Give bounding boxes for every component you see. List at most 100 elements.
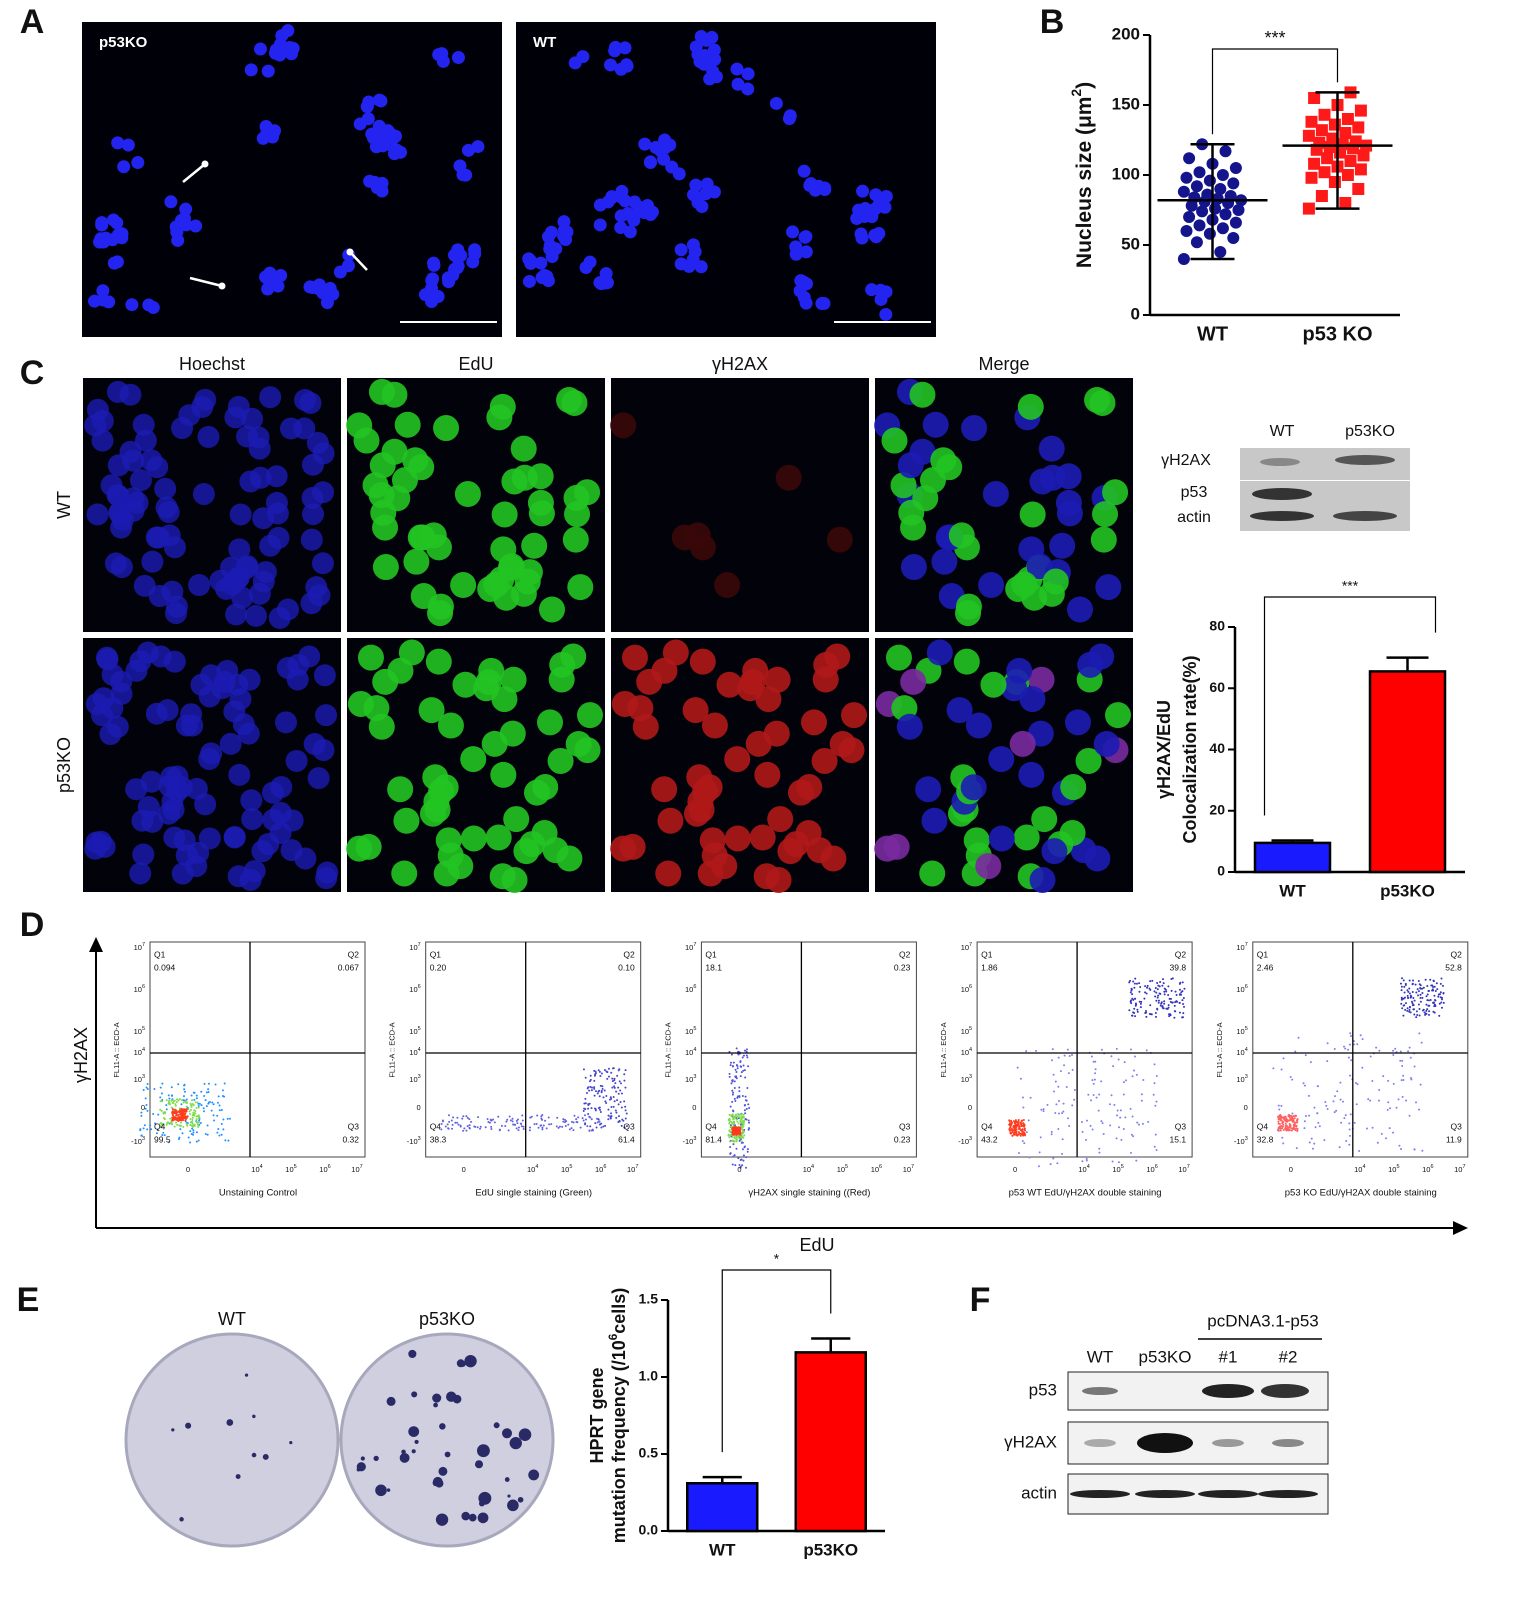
event-dot — [1317, 1121, 1320, 1124]
nucleus — [164, 195, 178, 209]
nucleus — [614, 62, 628, 76]
nucleus — [948, 522, 975, 549]
event-dot — [484, 1126, 487, 1129]
event-dot — [1427, 1013, 1430, 1016]
event-dot — [1057, 1127, 1060, 1130]
quadrant-value: 38.3 — [430, 1134, 447, 1144]
event-dot — [735, 1077, 738, 1080]
event-dot — [1061, 1138, 1064, 1141]
event-dot — [1178, 1001, 1181, 1004]
nucleus — [621, 644, 648, 671]
event-dot — [594, 1122, 597, 1125]
quadrant-name: Q1 — [705, 949, 717, 959]
nucleus — [1011, 571, 1038, 598]
nucleus — [85, 831, 108, 854]
event-dot — [189, 1118, 192, 1121]
event-dot — [172, 1116, 175, 1119]
event-dot — [588, 1080, 591, 1083]
event-dot — [727, 1119, 730, 1122]
event-dot — [188, 1110, 191, 1113]
event-dot — [748, 1127, 751, 1130]
nucleus — [510, 435, 537, 462]
flow-tick-label: 105 — [285, 1164, 296, 1174]
quadrant-name: Q3 — [623, 1121, 635, 1131]
event-dot — [731, 1065, 734, 1068]
event-dot — [735, 1075, 738, 1078]
event-dot — [440, 1122, 443, 1125]
quadrant-name: Q1 — [981, 949, 993, 959]
event-dot — [207, 1088, 210, 1091]
event-dot — [1146, 986, 1149, 989]
nucleus — [1006, 657, 1033, 684]
event-dot — [174, 1117, 177, 1120]
tick-base: 10 — [961, 1048, 969, 1057]
nucleus — [1049, 532, 1076, 559]
quadrant-value: 15.1 — [1170, 1134, 1187, 1144]
nucleus — [1009, 730, 1036, 757]
colony — [433, 1402, 438, 1408]
event-dot — [153, 1087, 156, 1090]
nucleus — [381, 124, 395, 138]
event-dot — [738, 1115, 741, 1118]
event-dot — [1442, 992, 1445, 995]
bar — [794, 1351, 867, 1533]
nucleus — [707, 43, 721, 57]
event-dot — [1405, 1099, 1408, 1102]
event-dot — [732, 1127, 735, 1130]
event-dot — [1067, 1072, 1070, 1075]
event-dot — [737, 1157, 740, 1160]
tick-exp: 7 — [142, 942, 145, 948]
panel-label: C — [20, 354, 45, 392]
quadrant-value: 0.067 — [338, 962, 360, 972]
nucleus — [1095, 574, 1122, 601]
nucleus — [682, 697, 709, 724]
event-dot — [468, 1124, 471, 1127]
event-dot — [1417, 979, 1420, 982]
event-dot — [1022, 1125, 1025, 1128]
event-dot — [1091, 1128, 1094, 1131]
nucleus — [1031, 806, 1058, 833]
event-dot — [737, 1129, 740, 1132]
event-dot — [1397, 1098, 1400, 1101]
data-point — [1227, 232, 1240, 244]
event-dot — [202, 1107, 205, 1110]
event-dot — [583, 1107, 586, 1110]
event-dot — [740, 1113, 743, 1116]
event-dot — [613, 1079, 616, 1082]
event-dot — [224, 1139, 227, 1142]
nucleus — [568, 56, 582, 70]
event-dot — [1150, 1013, 1153, 1016]
event-dot — [1349, 1074, 1352, 1077]
event-dot — [583, 1114, 586, 1117]
nucleus — [749, 824, 776, 851]
nucleus — [244, 63, 258, 77]
event-dot — [450, 1119, 453, 1122]
event-dot — [195, 1131, 198, 1134]
event-dot — [221, 1089, 224, 1092]
tick-exp: 7 — [1462, 1164, 1465, 1170]
flow-tick-label: 0 — [462, 1165, 466, 1174]
event-dot — [1394, 1047, 1397, 1050]
tick-base: 10 — [134, 943, 142, 952]
event-dot — [149, 1124, 152, 1127]
event-dot — [742, 1054, 745, 1057]
event-dot — [1136, 982, 1139, 985]
event-dot — [744, 1095, 747, 1098]
event-dot — [1399, 1148, 1402, 1151]
event-dot — [1159, 1004, 1162, 1007]
nucleus — [798, 230, 812, 244]
event-dot — [743, 1109, 746, 1112]
event-dot — [198, 1119, 201, 1122]
event-dot — [1369, 1055, 1372, 1058]
event-dot — [596, 1121, 599, 1124]
event-dot — [1333, 1111, 1336, 1114]
nucleus — [557, 223, 571, 237]
y-tick-label: 200 — [1112, 24, 1140, 43]
tick-base: 10 — [595, 1165, 603, 1174]
event-dot — [1348, 1128, 1351, 1131]
event-dot — [1011, 1134, 1014, 1137]
nucleus — [965, 712, 992, 739]
x-tick-label: p53 KO — [1302, 323, 1372, 345]
event-dot — [1376, 1141, 1379, 1144]
event-dot — [731, 1163, 734, 1166]
